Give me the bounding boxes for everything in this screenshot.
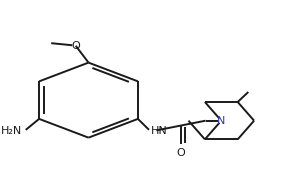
Text: O: O xyxy=(71,41,80,51)
Text: N: N xyxy=(217,116,226,126)
Text: H₂N: H₂N xyxy=(1,126,22,136)
Text: HN: HN xyxy=(151,126,167,136)
Text: O: O xyxy=(177,148,185,158)
